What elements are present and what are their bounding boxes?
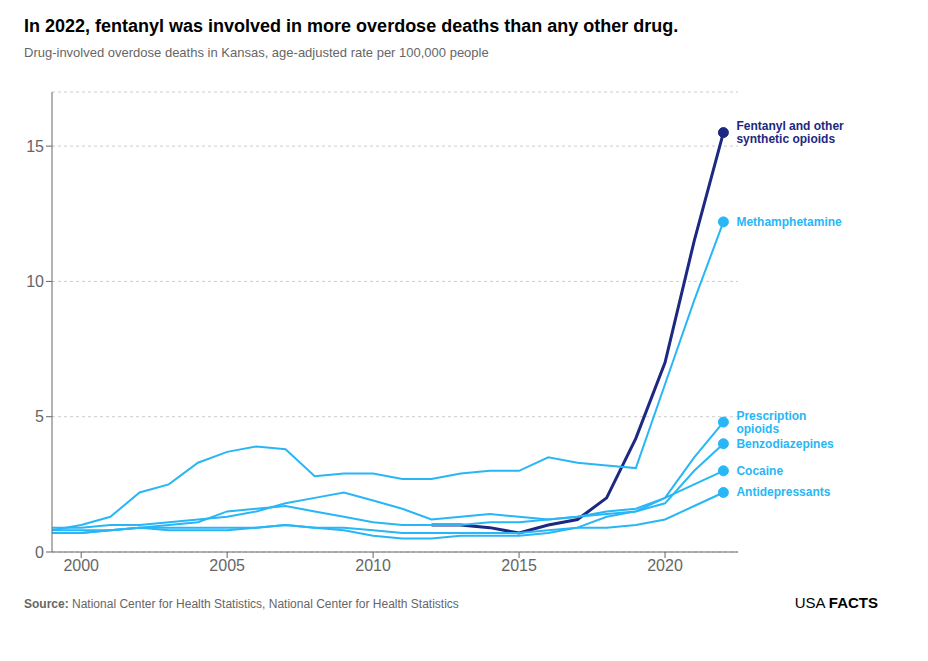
svg-text:5: 5	[35, 408, 44, 425]
svg-text:2000: 2000	[63, 557, 99, 574]
svg-text:0: 0	[35, 544, 44, 561]
svg-text:10: 10	[26, 273, 44, 290]
svg-text:15: 15	[26, 138, 44, 155]
svg-text:Fentanyl and othersynthetic op: Fentanyl and othersynthetic opioids	[736, 119, 844, 146]
html-text:Drug-involved overdose deaths: Drug-involved overdose deaths in Kansas,…	[24, 45, 489, 60]
svg-text:Prescriptionopioids: Prescriptionopioids	[736, 409, 806, 436]
svg-text:2020: 2020	[647, 557, 683, 574]
svg-text:Antidepressants: Antidepressants	[736, 485, 830, 499]
svg-text:Cocaine: Cocaine	[736, 464, 783, 478]
svg-text:Methamphetamine: Methamphetamine	[736, 215, 842, 229]
html-text:Source: National Center for He: Source: National Center for Health Stati…	[24, 597, 459, 611]
svg-text:2010: 2010	[355, 557, 391, 574]
svg-text:Benzodiazepines: Benzodiazepines	[736, 437, 834, 451]
svg-text:2015: 2015	[501, 557, 537, 574]
svg-text:2005: 2005	[209, 557, 245, 574]
html-text:In 2022, fentanyl was involved: In 2022, fentanyl was involved in more o…	[24, 16, 679, 36]
html-text:USA FACTS: USA FACTS	[794, 594, 878, 611]
